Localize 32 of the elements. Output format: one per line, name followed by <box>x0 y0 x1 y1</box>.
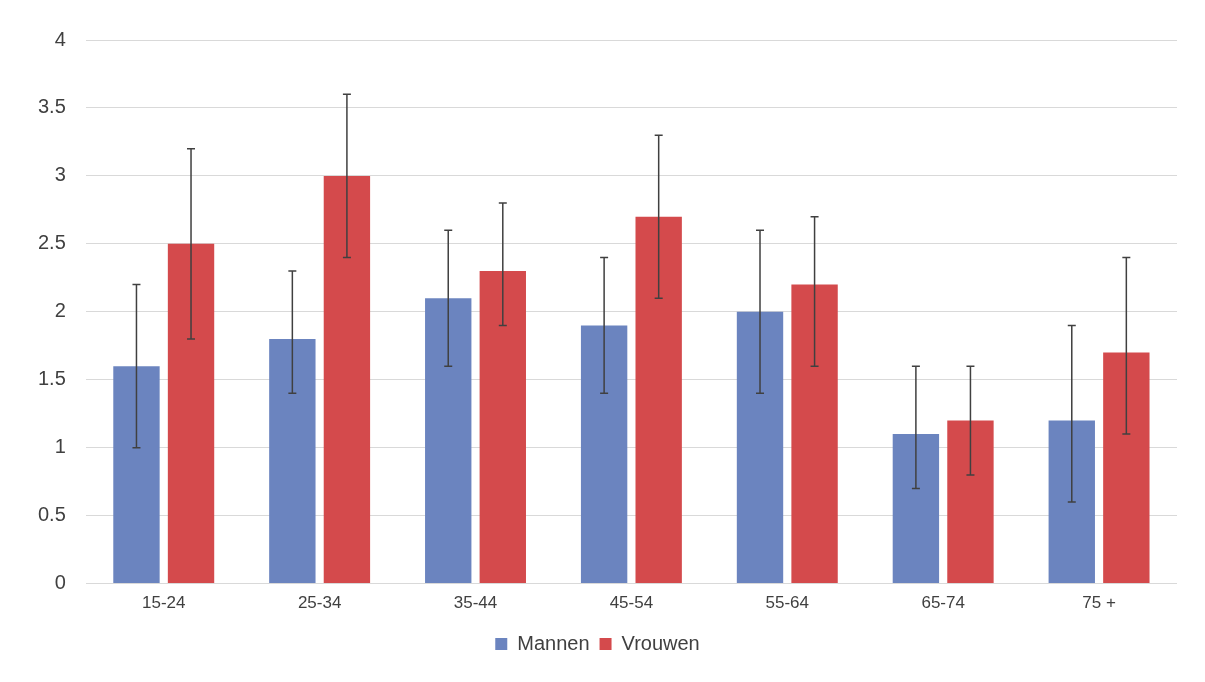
bar <box>1103 352 1150 584</box>
bar <box>736 311 784 584</box>
bar <box>1048 420 1095 584</box>
bar <box>635 216 682 584</box>
x-tick-label: 75 + <box>1082 593 1116 613</box>
y-tick-label: 1.5 <box>37 367 66 390</box>
bar <box>167 243 215 584</box>
y-tick-label: 3.5 <box>37 95 66 118</box>
bar <box>947 420 994 584</box>
bar <box>113 366 160 584</box>
y-tick-label: 3 <box>54 163 66 186</box>
bar <box>323 175 371 584</box>
legend-label: Vrouwen <box>621 631 700 654</box>
x-tick-label: 65-74 <box>921 593 965 613</box>
x-tick-label: 25-34 <box>297 593 342 613</box>
bar <box>580 325 628 584</box>
y-tick-label: 1 <box>54 435 66 458</box>
x-tick-label: 35-44 <box>453 593 498 613</box>
bar <box>791 284 838 584</box>
y-tick-label: 4 <box>54 27 66 50</box>
bar <box>479 271 526 584</box>
x-tick-label: 45-54 <box>609 593 654 613</box>
y-tick-label: 2.5 <box>37 231 66 254</box>
legend-label: Mannen <box>517 631 590 654</box>
y-tick-label: 2 <box>54 299 66 322</box>
bar <box>892 434 940 584</box>
x-tick-label: 15-24 <box>142 593 186 613</box>
bar <box>425 298 472 584</box>
y-tick-label: 0 <box>54 571 66 594</box>
x-tick-label: 55-64 <box>765 593 810 613</box>
y-tick-label: 0.5 <box>37 503 66 526</box>
bar <box>269 338 316 584</box>
